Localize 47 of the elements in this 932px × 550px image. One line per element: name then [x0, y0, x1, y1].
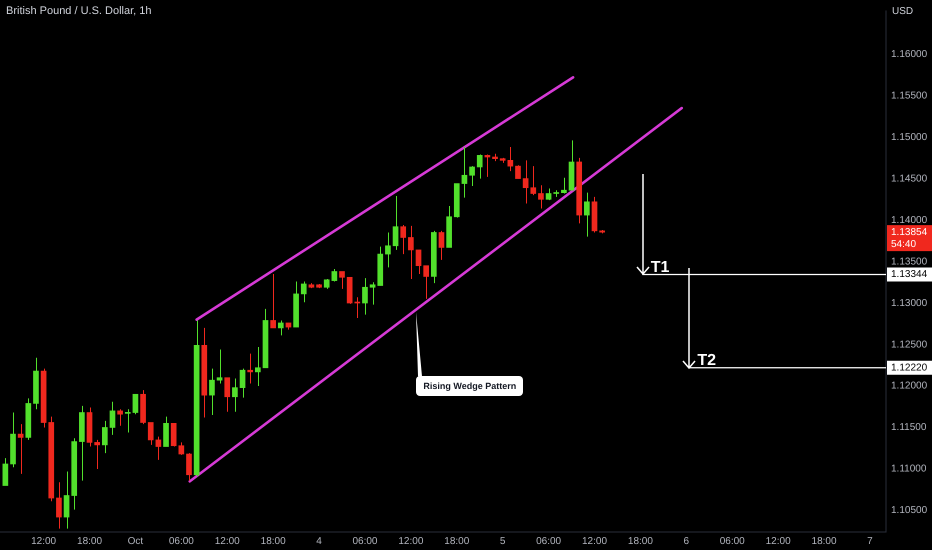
y-tick-label: 1.12000	[891, 380, 928, 392]
x-tick-label: Oct	[128, 536, 144, 547]
x-tick-label: 12:00	[214, 536, 240, 547]
y-tick-label: 1.13500	[891, 256, 928, 268]
data-label: 1.13344	[891, 269, 928, 280]
annotation: T2	[697, 352, 716, 370]
y-tick-label: 1.15500	[891, 90, 928, 102]
y-tick-label: 1.10500	[891, 505, 928, 516]
x-tick-label: 06:00	[536, 536, 562, 547]
y-axis-title: USD	[892, 6, 914, 17]
x-tick-label: 18:00	[260, 536, 286, 547]
x-tick-label: 12:00	[766, 536, 792, 547]
candlestick	[354, 296, 360, 318]
x-tick-label: 06:00	[352, 536, 378, 547]
x-tick-label: 06:00	[720, 536, 746, 547]
text: 54:40	[891, 238, 916, 250]
y-tick-label: 1.15000	[891, 132, 928, 143]
annotation: T1	[650, 258, 670, 276]
x-tick-label: 06:00	[168, 536, 194, 547]
y-tick-label: 1.16000	[891, 48, 928, 60]
y-tick-label: 1.12500	[891, 339, 928, 350]
candlestick	[286, 322, 292, 330]
data-label: 1.12220	[891, 362, 928, 374]
text: 1.13854	[891, 226, 928, 238]
x-tick-label: 7	[867, 536, 874, 547]
y-tick-label: 1.11000	[891, 464, 927, 475]
annotation: Rising Wedge Pattern	[416, 376, 524, 396]
candlestick	[339, 271, 345, 290]
x-tick-label: 18:00	[444, 536, 470, 547]
candlestick	[438, 230, 444, 260]
x-tick-label: 18:00	[812, 536, 837, 547]
x-tick-label: 18:00	[628, 536, 654, 547]
candlestick	[492, 153, 498, 162]
candlestick	[110, 401, 116, 436]
y-tick-label: 1.14500	[891, 173, 928, 184]
x-tick-label: 4	[316, 536, 322, 547]
x-tick-label: 5	[500, 536, 506, 547]
x-tick-label: 12:00	[582, 536, 608, 547]
candlestick	[553, 190, 560, 198]
chart-title: British Pound / U.S. Dollar, 1h	[6, 5, 152, 18]
y-tick-label: 1.13000	[891, 298, 928, 309]
x-tick-label: 12:00	[398, 536, 424, 547]
y-tick-label: 1.11500	[891, 422, 927, 434]
x-tick-label: 12:00	[31, 536, 57, 547]
x-tick-label: 6	[684, 536, 690, 547]
y-tick-label: 1.14000	[891, 214, 928, 226]
x-tick-label: 18:00	[77, 536, 102, 547]
